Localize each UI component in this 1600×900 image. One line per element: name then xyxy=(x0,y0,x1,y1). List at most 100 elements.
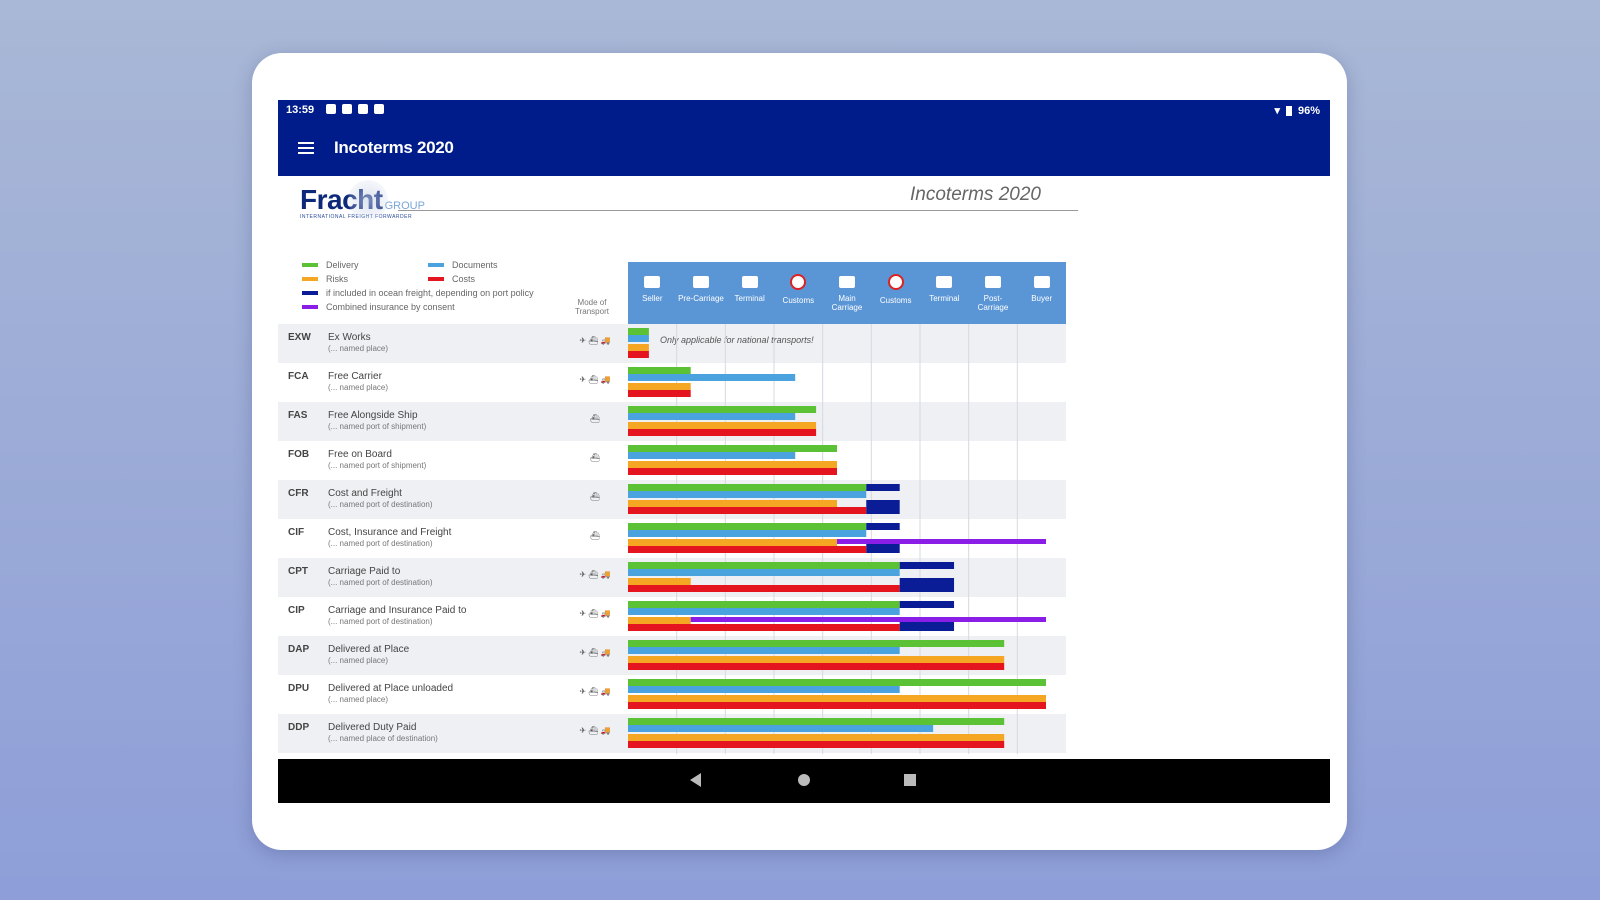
navigation-bar xyxy=(278,759,1330,803)
incoterm-place: (... named place) xyxy=(328,656,389,665)
incoterm-name: Delivered at Place (... named place) xyxy=(328,644,409,666)
legend-label: Costs xyxy=(452,274,476,284)
legend-swatch xyxy=(302,291,318,295)
transport-mode: ✈ ⛴ 🚚 xyxy=(579,336,611,345)
status-bar: 13:59 ▾ 96% xyxy=(278,100,1330,122)
incoterm-name: Cost, Insurance and Freight (... named po… xyxy=(328,527,451,549)
document-title: Incoterms 2020 xyxy=(910,184,1041,205)
stage-label: Buyer xyxy=(1031,294,1053,303)
status-time: 13:59 xyxy=(286,104,315,116)
incoterm-note: Only applicable for national transports! xyxy=(660,335,814,345)
incoterm-code: DDP xyxy=(288,722,310,733)
transport-mode: ⛴ xyxy=(589,414,601,423)
stage-6: Customs xyxy=(871,262,920,324)
incoterm-title: Delivered at Place xyxy=(328,644,410,655)
incoterm-place: (... named port of destination) xyxy=(328,500,433,509)
incoterm-title: Carriage and Insurance Paid to xyxy=(328,605,467,616)
incoterm-name: Free Carrier (... named place) xyxy=(328,371,388,393)
incoterm-row-fca[interactable]: FCA Free Carrier (... named place) ✈ ⛴ 🚚 xyxy=(278,363,1066,402)
incoterm-row-dap[interactable]: DAP Delivered at Place (... named place) ✈ … xyxy=(278,636,1066,675)
stage-1: Seller xyxy=(628,262,677,324)
incoterm-code: CPT xyxy=(288,566,308,577)
stages-header: Seller Pre-Carriage Terminal Customs Main Ca… xyxy=(628,262,1066,324)
legend-label: if included in ocean freight, depending … xyxy=(326,288,534,298)
stage-label: Main Carriage xyxy=(831,294,863,312)
logo-group: GROUP xyxy=(384,200,425,212)
incoterm-row-fob[interactable]: FOB Free on Board (... named port of shipm… xyxy=(278,441,1066,480)
incoterm-title: Cost and Freight xyxy=(328,488,402,499)
buyer-icon xyxy=(1033,276,1050,288)
incoterm-row-cip[interactable]: CIP Carriage and Insurance Paid to (... na… xyxy=(278,597,1066,636)
incoterm-row-cif[interactable]: CIF Cost, Insurance and Freight (... named… xyxy=(278,519,1066,558)
incoterm-row-ddp[interactable]: DDP Delivered Duty Paid (... named place o… xyxy=(278,714,1066,753)
incoterm-row-dpu[interactable]: DPU Delivered at Place unloaded (... named… xyxy=(278,675,1066,714)
transport-mode: ✈ ⛴ 🚚 xyxy=(579,375,611,384)
incoterm-name: Delivered at Place unloaded (... named pl… xyxy=(328,683,453,705)
incoterm-name: Free Alongside Ship (... named port of sh… xyxy=(328,410,426,432)
truck-icon xyxy=(984,276,1001,288)
legend-col-2: Documents Costs xyxy=(428,258,1216,286)
incoterm-row-fas[interactable]: FAS Free Alongside Ship (... named port of… xyxy=(278,402,1066,441)
incoterm-code: EXW xyxy=(288,332,311,343)
legend-item: Costs xyxy=(428,272,1216,286)
incoterm-row-cfr[interactable]: CFR Cost and Freight (... named port of de… xyxy=(278,480,1066,519)
incoterm-place: (... named port of destination) xyxy=(328,578,433,587)
incoterm-row-exw[interactable]: EXW Ex Works (... named place) ✈ ⛴ 🚚 Only ap… xyxy=(278,324,1066,363)
incoterm-place: (... named place) xyxy=(328,695,389,704)
legend-swatch xyxy=(302,263,318,267)
status-right: ▾ 96% xyxy=(1274,104,1320,118)
incoterm-place: (... named port of shipment) xyxy=(328,422,427,431)
transport-mode: ⛴ xyxy=(589,492,601,501)
transport-mode: ✈ ⛴ 🚚 xyxy=(579,687,611,696)
notification-icon xyxy=(342,104,352,114)
incoterm-title: Carriage Paid to xyxy=(328,566,401,577)
mode-of-transport-header: Mode of Transport xyxy=(575,298,609,316)
legend-item: if included in ocean freight, depending … xyxy=(302,286,1090,300)
legend-swatch xyxy=(302,305,318,309)
notification-icon xyxy=(326,104,336,114)
incoterm-title: Free on Board xyxy=(328,449,392,460)
legend: Delivery Risks if included in ocean frei… xyxy=(302,258,1090,314)
back-icon[interactable] xyxy=(690,773,701,787)
incoterm-title: Ex Works xyxy=(328,332,371,343)
stage-4: Customs xyxy=(774,262,823,324)
incoterm-name: Delivered Duty Paid (... named place of d… xyxy=(328,722,438,744)
hamburger-menu-icon[interactable] xyxy=(298,142,314,157)
stage-label: Customs xyxy=(782,296,815,305)
recent-apps-icon[interactable] xyxy=(904,774,916,786)
legend-swatch xyxy=(302,277,318,281)
stage-7: Terminal xyxy=(920,262,969,324)
stage-3: Terminal xyxy=(725,262,774,324)
incoterm-name: Carriage and Insurance Paid to (... named… xyxy=(328,605,466,627)
incoterm-row-cpt[interactable]: CPT Carriage Paid to (... named port of de… xyxy=(278,558,1066,597)
app-bar: Incoterms 2020 xyxy=(278,122,1330,176)
stage-label: Pre-Carriage xyxy=(678,294,724,303)
transport-mode: ⛴ xyxy=(589,453,601,462)
incoterm-place: (... named port of shipment) xyxy=(328,461,427,470)
incoterm-code: CIF xyxy=(288,527,305,538)
incoterm-code: CIP xyxy=(288,605,305,616)
transport-mode: ⛴ xyxy=(589,531,601,540)
app-title: Incoterms 2020 xyxy=(334,138,454,157)
incoterm-name: Cost and Freight (... named port of desti… xyxy=(328,488,433,510)
incoterm-title: Free Alongside Ship xyxy=(328,410,418,421)
legend-item: Risks xyxy=(302,272,1090,286)
incoterm-code: DAP xyxy=(288,644,310,655)
customs-icon xyxy=(887,274,904,290)
incoterms-document[interactable]: Fracht GROUP INTERNATIONAL FREIGHT FORWAR… xyxy=(278,176,1330,759)
incoterm-title: Delivered Duty Paid xyxy=(328,722,417,733)
transport-mode: ✈ ⛴ 🚚 xyxy=(579,609,611,618)
incoterm-title: Free Carrier xyxy=(328,371,382,382)
legend-label: Delivery xyxy=(326,260,359,270)
legend-label: Risks xyxy=(326,274,348,284)
notification-icon xyxy=(374,104,384,114)
truck-icon xyxy=(692,276,709,288)
transport-mode: ✈ ⛴ 🚚 xyxy=(579,648,611,657)
stage-label: Seller xyxy=(642,294,663,303)
fracht-logo: Fracht GROUP INTERNATIONAL FREIGHT FORWAR… xyxy=(300,180,425,220)
title-rule xyxy=(398,210,1078,211)
battery-level: 96% xyxy=(1297,104,1320,117)
home-icon[interactable] xyxy=(798,774,810,786)
incoterm-name: Ex Works (... named place) xyxy=(328,332,388,354)
device-screen: 13:59 ▾ 96% Incoterms 2020 Fracht GROUP I… xyxy=(278,100,1330,803)
